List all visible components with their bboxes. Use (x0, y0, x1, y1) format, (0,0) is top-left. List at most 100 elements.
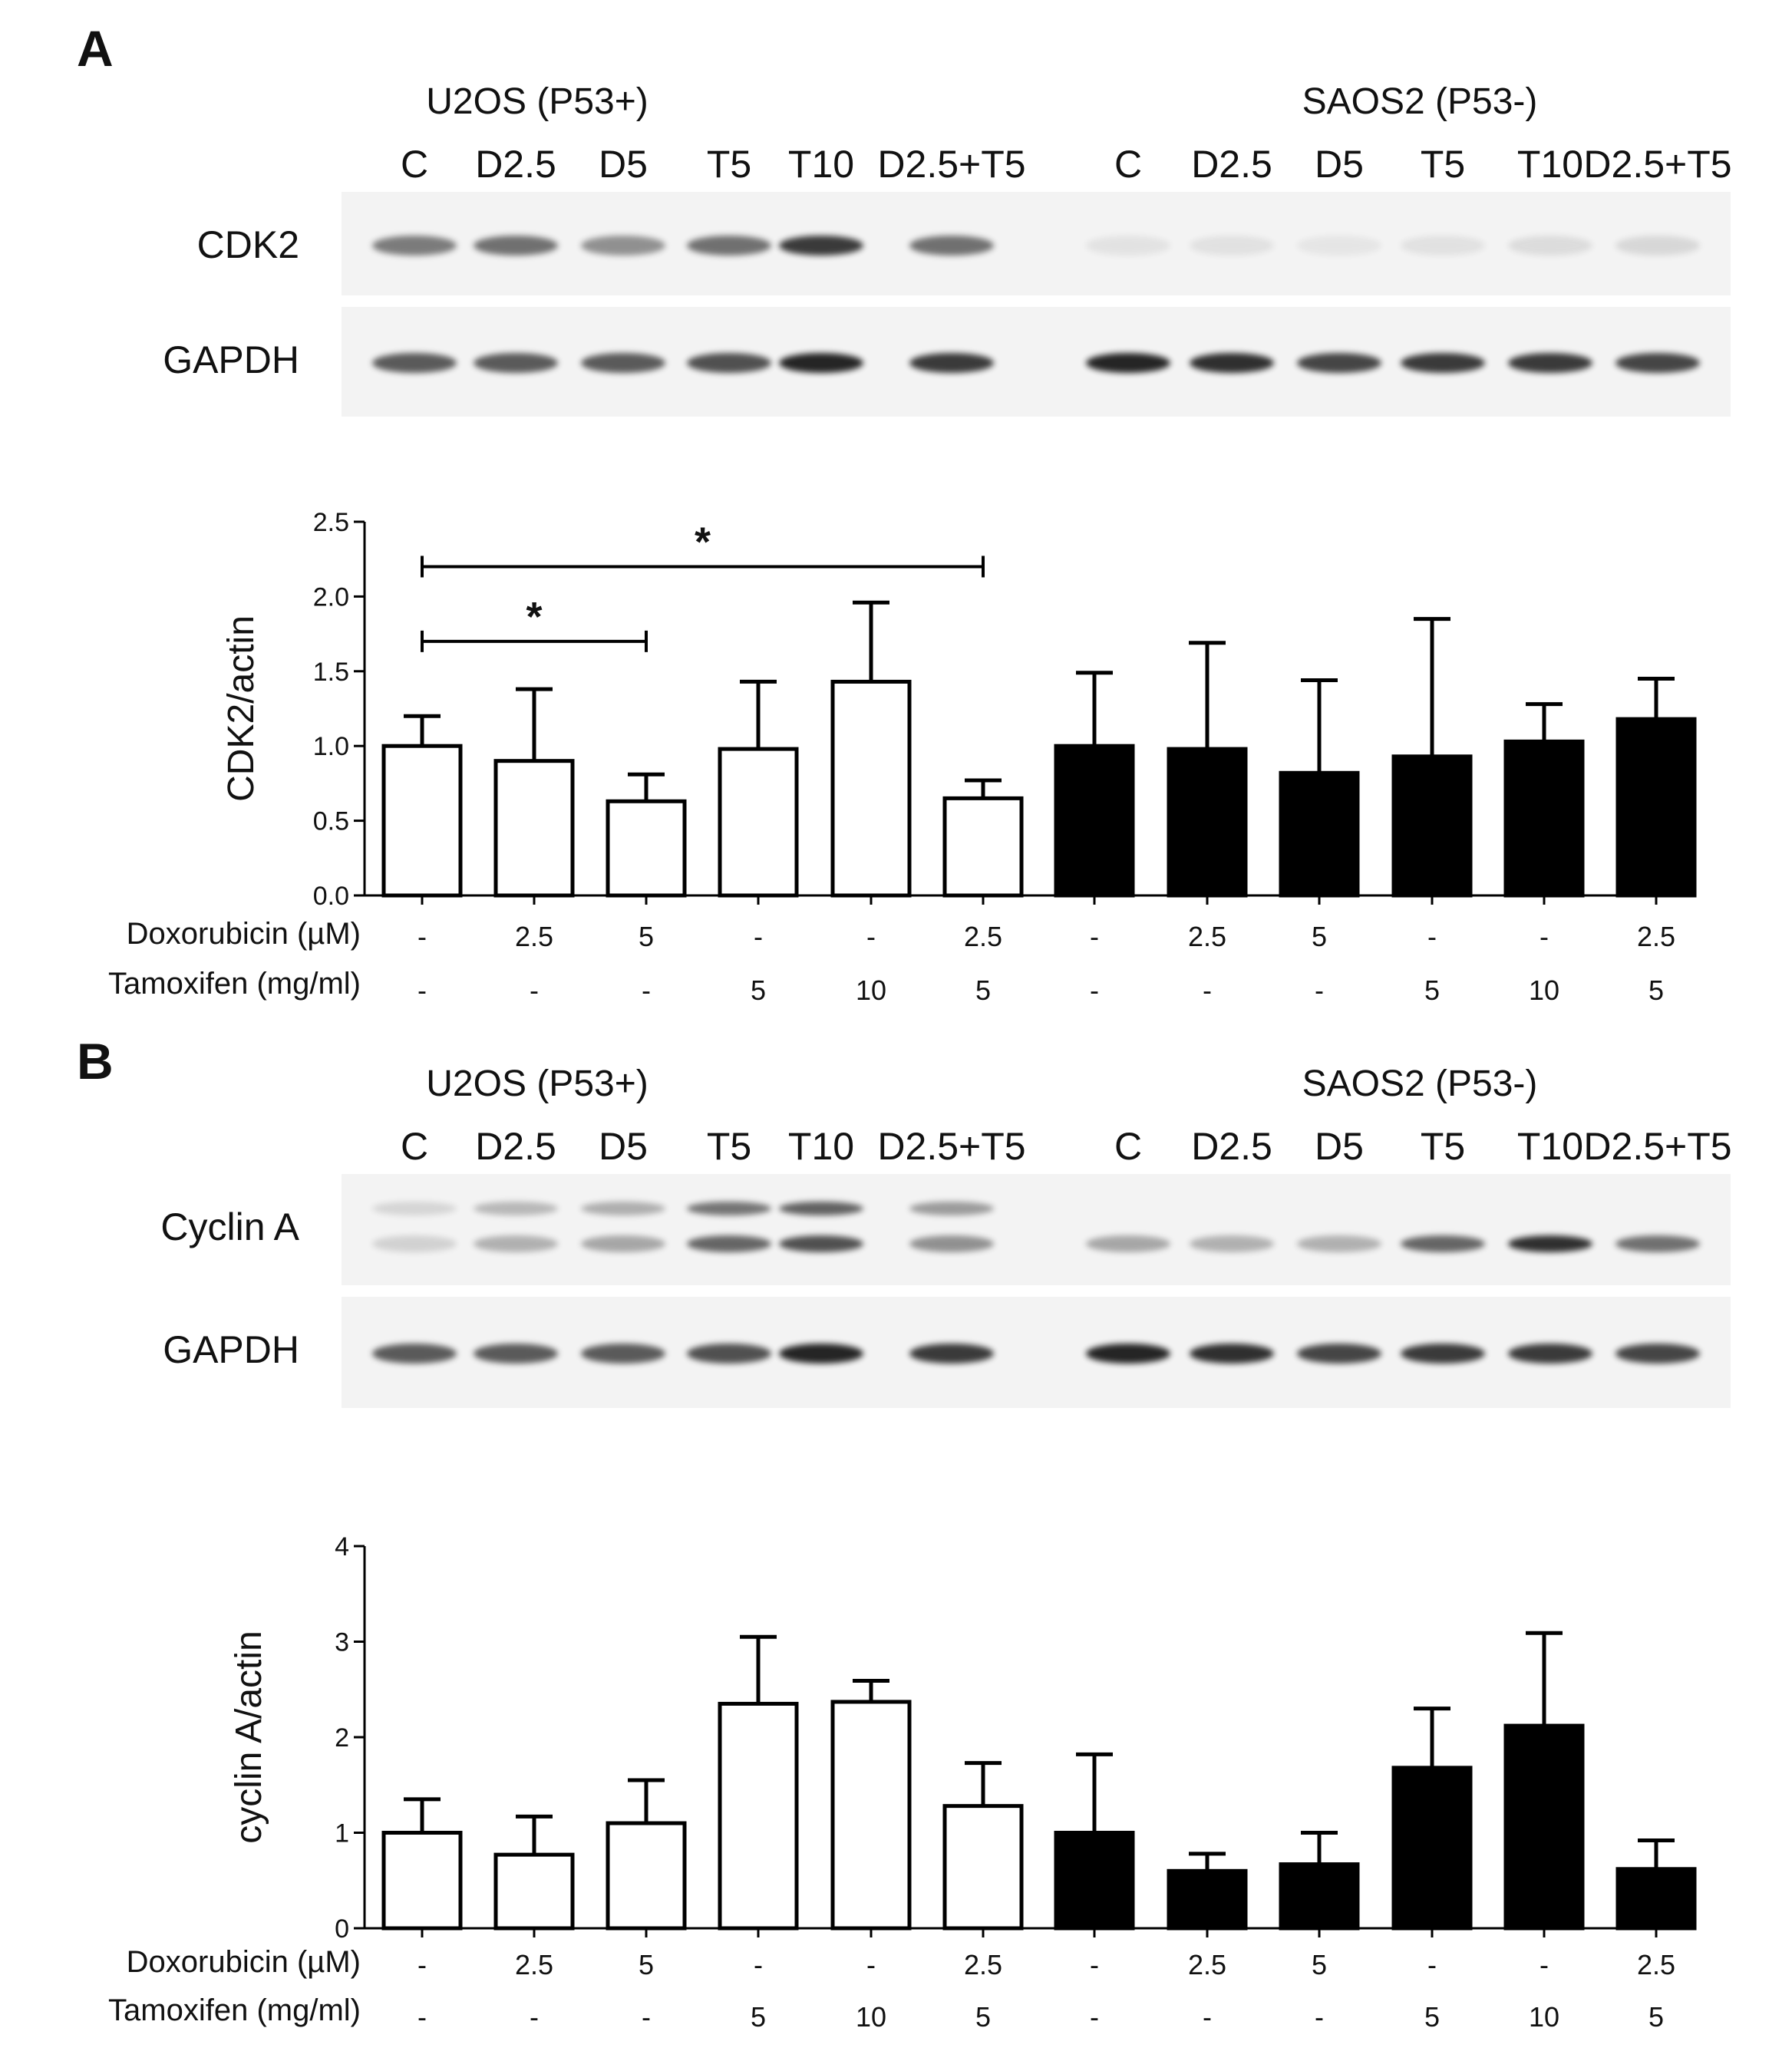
bar (1503, 1723, 1585, 1931)
y-tick-label: 0.5 (313, 807, 349, 836)
condition-value: 5 (1424, 974, 1441, 1006)
blot-band (687, 1343, 771, 1364)
y-tick-label: 2.5 (313, 508, 349, 537)
blot-band (909, 1343, 994, 1364)
condition-value: 5 (1424, 2001, 1441, 2033)
blot-band (1508, 235, 1592, 256)
panel-a-tamoxifen-label: Tamoxifen (mg/ml) (108, 967, 361, 1001)
blot-band (581, 1202, 665, 1216)
bar (1615, 1867, 1697, 1931)
blot-band (909, 1235, 994, 1252)
y-axis-label: CDK2/actin (221, 615, 262, 802)
condition-value: - (530, 974, 539, 1006)
panel-b-lane-labels: C D2.5 D5 T5 T10 D2.5+T5 C D2.5 D5 T5 T10 D2.5+T5 (0, 1124, 1792, 1170)
blot-band (581, 235, 665, 256)
blot-band (1401, 1343, 1485, 1364)
condition-value: 5 (750, 974, 767, 1006)
blot-band (1086, 353, 1170, 374)
bar (830, 1700, 912, 1931)
bar (1279, 1862, 1360, 1931)
bar (1167, 747, 1248, 898)
lane-label: C (1114, 143, 1143, 186)
lane-label: T10 (787, 143, 855, 186)
blot-band (1508, 1343, 1592, 1364)
bar (1167, 1868, 1248, 1931)
blot-band (909, 235, 994, 256)
lane-label: D2.5 (1191, 1125, 1272, 1168)
lane-label: D5 (1315, 143, 1364, 186)
lane-label: T5 (706, 143, 752, 186)
bar (1054, 744, 1135, 898)
blot-band (474, 1202, 558, 1216)
condition-value: - (1427, 1949, 1437, 1980)
blot-band (1615, 1343, 1700, 1364)
condition-value: - (1090, 921, 1099, 952)
blot-band (1190, 353, 1274, 374)
lane-label: D2.5 (475, 1125, 556, 1168)
significance-star: * (695, 519, 711, 565)
condition-value: - (1427, 921, 1437, 952)
lane-label: D5 (599, 1125, 648, 1168)
blot-band (779, 1343, 863, 1364)
condition-value: - (1540, 921, 1549, 952)
bar (718, 1701, 799, 1931)
blot-band (687, 1235, 771, 1252)
blot-band (372, 1235, 457, 1252)
blot-band (687, 353, 771, 374)
y-tick-label: 3 (335, 1628, 349, 1657)
lane-label: T5 (706, 1125, 752, 1168)
blot-band (1190, 1343, 1274, 1364)
blot-band (1615, 235, 1700, 256)
significance-star: * (526, 594, 542, 640)
blot-band (1190, 1235, 1274, 1252)
condition-value: 2.5 (963, 1949, 1003, 1980)
condition-value: 5 (1311, 1949, 1328, 1980)
y-tick-label: 1.5 (313, 658, 349, 687)
lane-label: D2.5 (1191, 143, 1272, 186)
panel-a-blot-1-protein: CDK2 (196, 223, 299, 266)
condition-value: - (417, 1949, 427, 1980)
cyclin-a-blot-image (342, 1174, 1731, 1285)
blot-band (581, 353, 665, 374)
panel-a-doxorubicin-label: Doxorubicin (µM) (126, 917, 361, 951)
blot-band (1190, 235, 1274, 256)
lane-label: D2.5 (475, 143, 556, 186)
blot-band (1508, 1235, 1592, 1252)
condition-value: 2.5 (514, 921, 554, 952)
blot-band (1086, 1343, 1170, 1364)
condition-value: - (417, 974, 427, 1006)
condition-value: - (1203, 974, 1212, 1006)
condition-value: - (1315, 974, 1324, 1006)
blot-band (372, 353, 457, 374)
condition-value: 5 (750, 2001, 767, 2033)
blot-band (687, 1202, 771, 1216)
condition-value: 5 (638, 1949, 655, 1980)
condition-value: 2.5 (1187, 1949, 1227, 1980)
bar (606, 1821, 687, 1931)
condition-value: - (530, 2001, 539, 2033)
blot-band (474, 235, 558, 256)
condition-value: - (1315, 2001, 1324, 2033)
condition-value: - (417, 2001, 427, 2033)
lane-label: C (400, 1125, 429, 1168)
blot-band (581, 1343, 665, 1364)
condition-value: 10 (855, 2001, 887, 2033)
condition-value: - (1090, 974, 1099, 1006)
blot-band (779, 235, 863, 256)
blot-band (1401, 235, 1485, 256)
condition-value: 5 (975, 2001, 992, 2033)
condition-value: 5 (975, 974, 992, 1006)
blot-band (1086, 1235, 1170, 1252)
panel-b-blot-1-protein: Cyclin A (160, 1205, 299, 1248)
y-tick-label: 1 (335, 1819, 349, 1848)
blot-band (474, 353, 558, 374)
condition-value: - (754, 921, 763, 952)
condition-value: 5 (1648, 2001, 1665, 2033)
y-tick-label: 2.0 (313, 582, 349, 612)
blot-band (372, 1343, 457, 1364)
panel-a-doxorubicin-row: - 2.5 5 - - 2.5 - 2.5 5 - - 2.5 (0, 921, 1792, 959)
blot-band (1401, 353, 1485, 374)
cdk2-blot-image (342, 192, 1731, 295)
bar (381, 1831, 463, 1931)
blot-band (1508, 353, 1592, 374)
